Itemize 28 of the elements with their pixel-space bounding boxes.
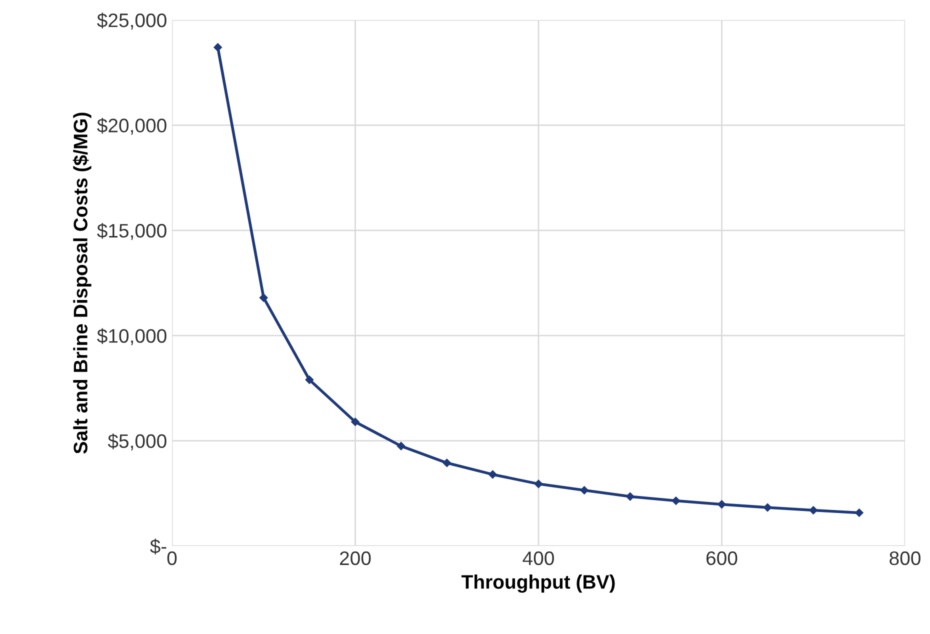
point [718,500,726,508]
y-tick-label: $25,000 [97,12,166,30]
y-tick-label: $10,000 [97,328,166,346]
point [442,458,452,468]
point [259,294,268,302]
point [396,442,406,450]
y-tick-label: $5,000 [108,433,166,450]
point [672,496,680,505]
x-tick-label: 200 [340,551,371,566]
point [305,376,314,384]
y-tick-label: $15,000 [97,223,166,240]
x-tick-label: 600 [706,551,738,566]
point [488,470,497,479]
x-tick-label: 0 [167,551,177,566]
point [351,418,360,426]
y-tick-label: $20,000 [97,118,166,135]
x-tick-label: 800 [890,551,920,566]
y-tick-label: $- [150,538,166,554]
point [214,43,222,52]
y-axis-title: Salt and Brine Disposal Costs ($/MG) [72,112,92,454]
point [809,506,818,514]
point [626,492,634,501]
point [855,508,864,517]
x-tick-label: 400 [522,551,554,566]
point [580,486,588,494]
x-axis-title: Throughput (BV) [462,574,615,593]
point [763,503,772,512]
point [534,480,543,488]
